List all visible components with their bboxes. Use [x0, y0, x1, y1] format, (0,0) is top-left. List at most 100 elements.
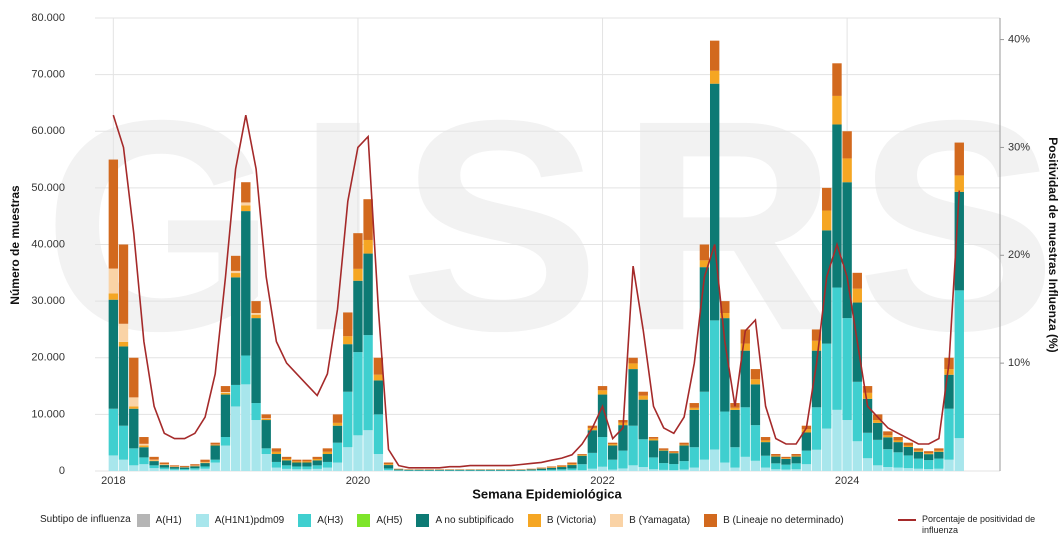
bar-segment	[954, 290, 964, 439]
legend-item: A no subtipificado	[416, 514, 514, 527]
bar-segment	[536, 467, 547, 469]
bar-segment	[567, 465, 577, 469]
bar-segment	[251, 314, 261, 319]
bar-segment	[159, 462, 170, 465]
bar-segment	[689, 447, 699, 468]
bar-segment	[669, 470, 679, 471]
legend-item: B (Victoria)	[527, 514, 596, 527]
bar-segment	[434, 469, 445, 471]
y-tick-label: 0	[59, 465, 65, 477]
bar-segment	[302, 462, 312, 467]
bar-segment	[638, 399, 648, 440]
y2-axis-title: Positividad de muestras Influenza (%)	[1046, 137, 1060, 352]
bar-segment	[169, 468, 180, 470]
y2-tick-label: 20%	[1008, 249, 1030, 261]
bar-segment	[404, 469, 414, 471]
bar-segment	[903, 445, 913, 447]
bar-segment	[230, 273, 241, 278]
bar-segment	[852, 288, 862, 303]
bar-segment	[292, 466, 302, 470]
bar-segment	[261, 414, 271, 419]
bar-segment	[822, 343, 832, 429]
bar-segment	[822, 187, 832, 211]
bar-segment	[648, 437, 659, 439]
bar-segment	[760, 437, 771, 441]
bar-segment	[618, 425, 628, 451]
bar-segment	[699, 267, 710, 392]
bar-segment	[720, 462, 730, 471]
bar-segment	[332, 462, 343, 471]
bar-segment	[332, 442, 343, 463]
bar-segment	[230, 270, 241, 274]
bar-segment	[873, 439, 883, 466]
bar-segment	[159, 469, 170, 471]
bar-segment	[679, 442, 689, 445]
bar-segment	[893, 437, 903, 441]
bar-segment	[679, 445, 689, 462]
bar-segment	[862, 386, 873, 393]
bar-segment	[740, 407, 750, 457]
bar-segment	[179, 468, 190, 470]
bar-segment	[597, 466, 608, 471]
bar-segment	[913, 451, 924, 459]
bar-segment	[363, 239, 373, 254]
bar-segment	[129, 406, 139, 409]
legend-item: B (Yamagata)	[610, 514, 690, 527]
bar-segment	[475, 469, 485, 471]
y-tick-label: 50.000	[31, 182, 65, 194]
bar-segment	[139, 464, 149, 471]
bar-segment	[312, 458, 322, 461]
bar-segment	[179, 467, 190, 469]
bar-segment	[913, 458, 924, 469]
x-axis-title: Semana Epidemiológica	[472, 486, 622, 501]
bar-segment	[302, 461, 312, 463]
bar-segment	[699, 391, 710, 460]
bar-segment	[607, 445, 618, 460]
bar-segment	[801, 429, 812, 433]
legend-swatch	[195, 514, 209, 527]
bar-segment	[842, 182, 852, 319]
bar-segment	[230, 384, 241, 407]
bar-segment	[567, 468, 577, 471]
bar-segment	[913, 468, 924, 471]
bar-segment	[220, 394, 231, 438]
bar-segment	[730, 447, 740, 468]
bar-segment	[271, 461, 282, 468]
bar-segment	[658, 469, 669, 471]
bar-segment	[791, 455, 801, 457]
bar-segment	[200, 463, 210, 467]
bar-segment	[689, 409, 699, 448]
chart: GISRS Semana Epidemiológica Número de mu…	[8, 12, 1060, 502]
bar-segment	[220, 445, 231, 471]
bar-segment	[587, 430, 598, 453]
bar-segment	[679, 469, 689, 471]
bar-segment	[210, 444, 220, 446]
y-tick-label: 70.000	[31, 69, 65, 81]
bar-segment	[281, 458, 292, 461]
bar-segment	[811, 329, 822, 341]
bar-segment	[709, 320, 720, 450]
bar-segment	[699, 459, 710, 471]
bar-segment	[883, 449, 893, 468]
bar-segment	[873, 422, 883, 440]
bar-segment	[108, 299, 119, 409]
bar-segment	[241, 205, 251, 212]
bar-segment	[149, 465, 159, 469]
bar-segment	[383, 470, 394, 471]
bar-segment	[546, 466, 557, 468]
bar-segment	[924, 453, 934, 455]
bar-segment	[118, 244, 129, 324]
legend-label: A(H3)	[317, 515, 344, 526]
bar-segment	[607, 442, 618, 445]
bar-segment	[842, 158, 852, 183]
bar-segment	[373, 374, 384, 381]
bar-segment	[954, 175, 964, 192]
bar-segment	[944, 374, 954, 409]
bar-segment	[618, 450, 628, 469]
bar-segment	[200, 468, 210, 471]
bar-segment	[261, 420, 271, 449]
bar-segment	[832, 409, 842, 471]
legend-item: B (Lineaje no determinado)	[704, 514, 844, 527]
bar-segment	[607, 469, 618, 471]
bar-segment	[414, 469, 424, 471]
